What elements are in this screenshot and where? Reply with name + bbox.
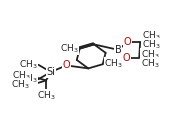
Text: CH$_3$: CH$_3$ <box>142 38 160 51</box>
Text: O: O <box>124 37 132 47</box>
Text: CH$_3$: CH$_3$ <box>37 90 55 102</box>
Text: CH$_3$: CH$_3$ <box>141 49 159 61</box>
Text: CH$_3$: CH$_3$ <box>60 42 78 55</box>
Text: CH$_3$: CH$_3$ <box>11 79 30 91</box>
Text: Si: Si <box>46 67 55 77</box>
Text: CH$_3$: CH$_3$ <box>19 59 37 71</box>
Text: CH$_3$: CH$_3$ <box>142 29 160 42</box>
Text: O: O <box>123 53 131 63</box>
Text: CH$_3$: CH$_3$ <box>19 73 37 85</box>
Text: B: B <box>115 45 122 55</box>
Text: CH$_3$: CH$_3$ <box>141 58 159 70</box>
Text: CH$_3$: CH$_3$ <box>104 58 123 70</box>
Text: CH$_3$: CH$_3$ <box>12 70 31 82</box>
Text: O: O <box>62 60 70 70</box>
